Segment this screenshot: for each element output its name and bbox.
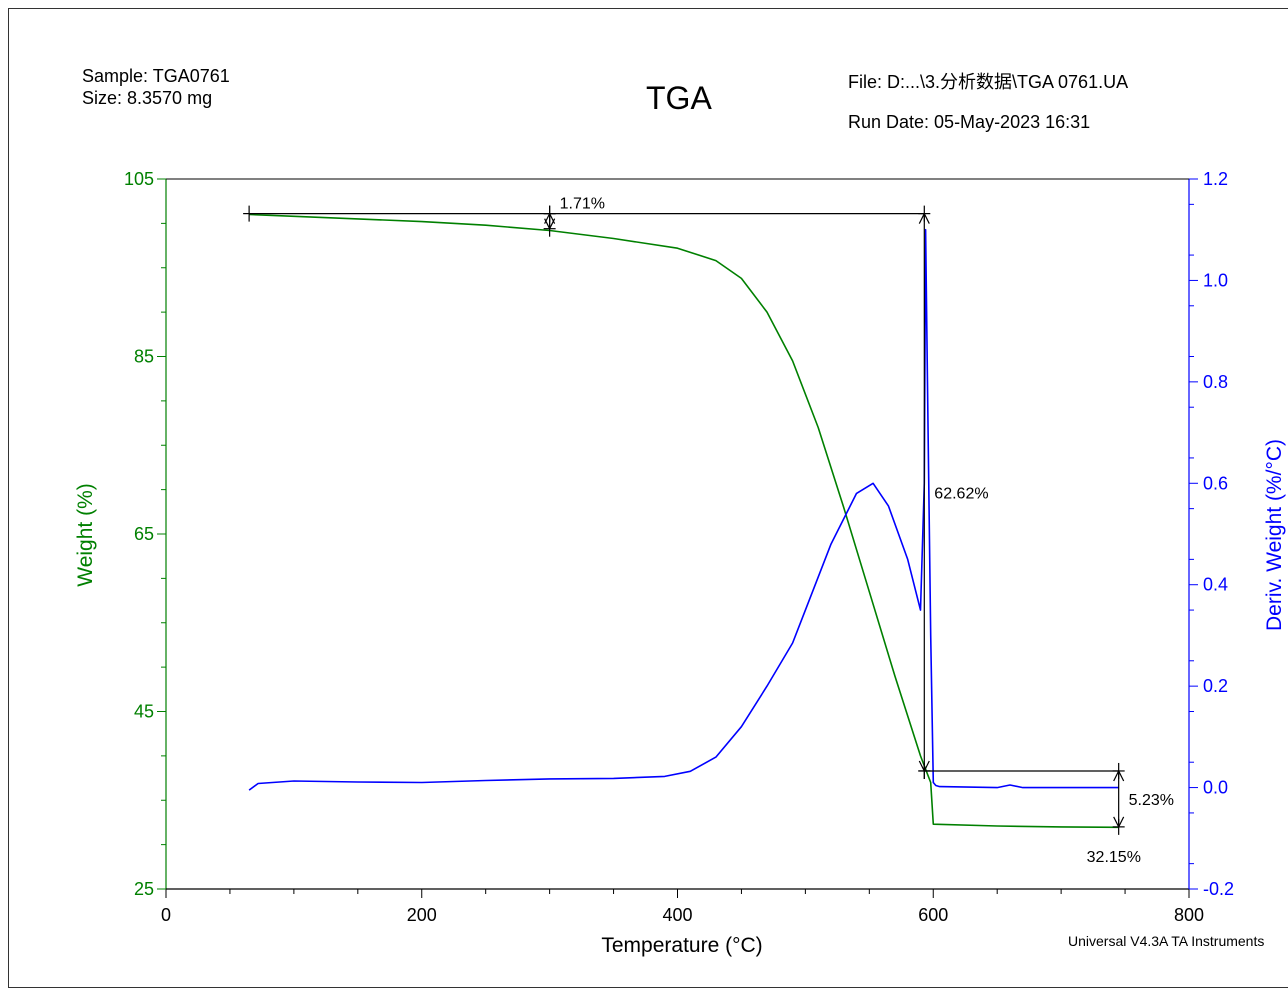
size-label: Size: 8.3570 mg [82, 88, 213, 108]
annotation-label: 5.23% [1129, 792, 1174, 809]
annotation-arrow-head-l [1113, 816, 1120, 828]
y2-tick-label: -0.2 [1203, 879, 1234, 899]
run-date-label: Run Date: 05-May-2023 16:31 [848, 112, 1091, 132]
y-tick-label: 25 [134, 879, 154, 899]
y-tick-label: 45 [134, 702, 154, 722]
y-tick-label: 65 [134, 524, 154, 544]
sample-label: Sample: TGA0761 [82, 66, 230, 86]
footer-label: Universal V4.3A TA Instruments [1068, 933, 1265, 949]
file-label: File: D:...\3.分析数据\TGA 0761.UA [848, 72, 1129, 92]
x-tick-label: 0 [161, 905, 171, 925]
deriv-weight-line [248, 228, 1119, 791]
x-tick-label: 800 [1174, 905, 1204, 925]
y2-tick-label: 0.6 [1203, 473, 1228, 493]
annotation-arrow-tail-l [544, 213, 551, 224]
y2-tick-label: 1.0 [1203, 270, 1228, 290]
y-tick-label: 105 [124, 169, 154, 189]
annotation-arrow-tail-l [1113, 770, 1120, 782]
x-tick-label: 200 [407, 905, 437, 925]
x-tick-label: 600 [918, 905, 948, 925]
y2-tick-label: 0.0 [1203, 778, 1228, 798]
y2-tick-label: 0.4 [1203, 575, 1228, 595]
annotation-arrow-head-r [549, 218, 556, 229]
annotation-arrow-head-l [918, 760, 925, 772]
annotation-label: 1.71% [560, 196, 605, 213]
y2-axis-label: Deriv. Weight (%/°C) [1263, 439, 1286, 631]
weight-line [249, 213, 1119, 829]
annotation-arrow-tail-r [549, 213, 556, 224]
y2-tick-label: 0.8 [1203, 372, 1228, 392]
annotation-arrow-tail-r [1118, 770, 1125, 782]
y2-tick-label: 1.2 [1203, 169, 1228, 189]
annotation-arrow-head-r [923, 760, 930, 772]
y-tick-label: 85 [134, 347, 154, 367]
annotation-arrow-head-l [544, 218, 551, 229]
chart-title: TGA [646, 80, 712, 116]
residue-label: 32.15% [1087, 849, 1141, 866]
y-axis-label: Weight (%) [74, 483, 97, 586]
annotation-arrow-head-r [1118, 816, 1125, 828]
y2-tick-label: 0.2 [1203, 676, 1228, 696]
annotation-arrow-tail-r [923, 213, 930, 224]
x-axis-label: Temperature (°C) [601, 934, 762, 957]
tga-chart: 0 200 400 600 800 25 45 65 85 105 -0.2 0.0 0.2 0.4 0.6… [74, 169, 1286, 957]
x-tick-label: 400 [662, 905, 692, 925]
annotation-arrow-tail-l [918, 213, 925, 224]
annotation-label: 62.62% [934, 485, 988, 502]
